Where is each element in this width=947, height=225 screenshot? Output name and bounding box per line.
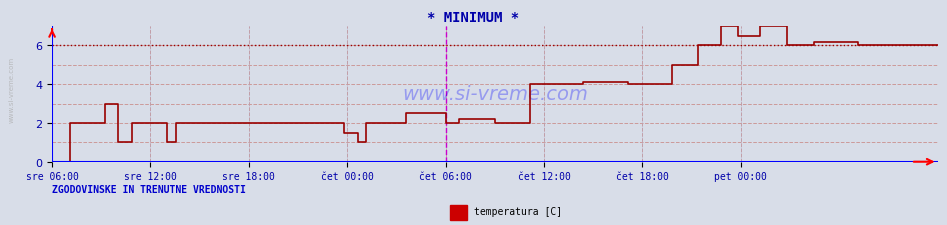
Text: temperatura [C]: temperatura [C] [474,207,562,216]
Text: ZGODOVINSKE IN TRENUTNE VREDNOSTI: ZGODOVINSKE IN TRENUTNE VREDNOSTI [52,184,246,194]
Text: www.si-vreme.com: www.si-vreme.com [402,85,588,104]
Text: * MINIMUM *: * MINIMUM * [427,11,520,25]
Text: www.si-vreme.com: www.si-vreme.com [9,57,14,123]
